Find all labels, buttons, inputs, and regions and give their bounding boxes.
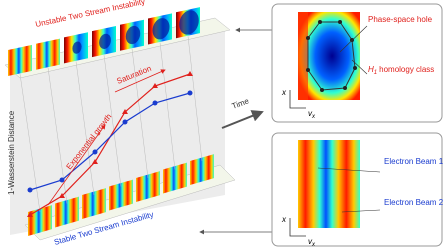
growth-arrow <box>47 124 106 206</box>
snapshot <box>136 171 160 202</box>
homology-label: H1 homology class <box>368 65 434 76</box>
image <box>36 38 60 70</box>
snapshot <box>92 25 116 58</box>
y-axis: x <box>281 88 287 97</box>
pointer <box>339 25 368 53</box>
image <box>136 171 160 202</box>
blue-curve <box>29 92 191 191</box>
symbol: H <box>368 65 374 74</box>
snapshot <box>8 44 32 76</box>
red-point <box>122 109 128 114</box>
drop-line <box>103 55 122 187</box>
blue-point <box>92 149 98 155</box>
snapshot <box>55 196 79 228</box>
beams-image <box>298 140 360 228</box>
image <box>8 44 32 76</box>
red-point <box>187 71 193 76</box>
time-arrow <box>221 110 264 129</box>
snapshot <box>163 162 187 194</box>
homology-text: homology class <box>379 65 434 74</box>
loop-points <box>306 20 357 92</box>
blue-point <box>27 187 33 193</box>
pointer <box>317 167 381 173</box>
hole <box>152 18 170 40</box>
y-axis: x <box>281 215 287 224</box>
blue-point <box>187 90 193 96</box>
subscript: x <box>311 242 316 248</box>
axes <box>289 218 306 237</box>
drop-line <box>75 61 95 196</box>
hole <box>99 33 111 49</box>
blue-point <box>152 100 158 106</box>
snapshot <box>36 38 60 70</box>
pointer <box>341 209 381 213</box>
symbol: v <box>308 109 313 118</box>
image <box>190 154 214 185</box>
snapshot <box>82 188 106 219</box>
hole <box>72 41 82 54</box>
drop-line <box>19 73 41 213</box>
y-axis-label: 1-Wasserstein Distance <box>7 110 16 195</box>
drop-line <box>159 42 176 170</box>
red-point <box>59 193 65 198</box>
red-point <box>92 159 98 164</box>
x-axis: vx <box>308 237 316 248</box>
snapshot <box>148 13 172 45</box>
symbol: v <box>308 237 313 246</box>
hole-label: Phase-space hole <box>368 15 433 24</box>
red-point <box>152 83 158 88</box>
time-label: Time <box>231 96 251 111</box>
beam1-label: Electron Beam 1 <box>384 157 444 166</box>
pointer <box>351 59 368 75</box>
axes <box>289 90 306 109</box>
snapshots <box>8 7 214 236</box>
red-point <box>27 212 33 217</box>
image <box>109 179 133 211</box>
snapshot <box>64 32 88 64</box>
beam2-label: Electron Beam 2 <box>384 198 444 207</box>
image <box>82 188 106 219</box>
snapshot <box>120 19 144 51</box>
x-axis: vx <box>308 109 316 120</box>
edge <box>298 12 308 100</box>
image <box>55 196 79 228</box>
points <box>27 71 193 217</box>
image <box>163 162 187 194</box>
snapshot <box>190 154 214 185</box>
blue-point <box>122 119 128 125</box>
saturation-arrow <box>114 69 166 93</box>
drop-line <box>187 36 203 162</box>
subscript: x <box>311 114 316 120</box>
hole <box>179 10 199 35</box>
drop-line <box>131 48 149 179</box>
blue-point <box>59 177 65 183</box>
snapshot <box>176 7 200 39</box>
hole <box>125 25 141 45</box>
subscript: 1 <box>374 70 377 76</box>
snapshot <box>109 179 133 211</box>
